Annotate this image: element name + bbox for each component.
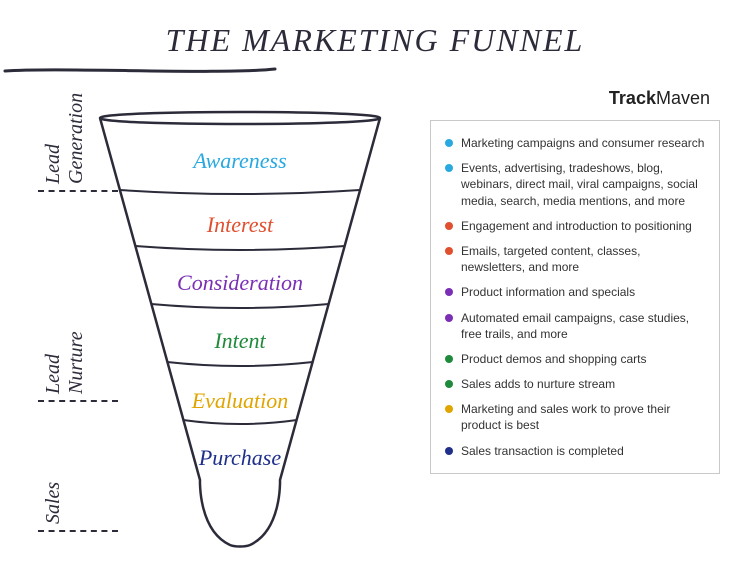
legend-box: Marketing campaigns and consumer researc… (430, 120, 720, 474)
category-label: LeadNurture (42, 331, 88, 394)
legend-bullet-icon (445, 139, 453, 147)
legend-text: Engagement and introduction to positioni… (461, 218, 692, 234)
legend-item: Marketing campaigns and consumer researc… (445, 135, 705, 151)
brand-logo: TrackMaven (609, 88, 710, 109)
legend-item: Marketing and sales work to prove their … (445, 401, 705, 433)
legend-bullet-icon (445, 164, 453, 172)
legend-text: Emails, targeted content, classes, newsl… (461, 243, 705, 275)
legend-text: Marketing and sales work to prove their … (461, 401, 705, 433)
legend-item: Emails, targeted content, classes, newsl… (445, 243, 705, 275)
legend-bullet-icon (445, 222, 453, 230)
legend-item: Sales adds to nurture stream (445, 376, 705, 392)
legend-text: Product information and specials (461, 284, 635, 300)
legend-text: Product demos and shopping carts (461, 351, 646, 367)
legend-item: Product information and specials (445, 284, 705, 300)
category-label: LeadGeneration (42, 93, 88, 184)
legend-item: Automated email campaigns, case studies,… (445, 310, 705, 342)
legend-item: Product demos and shopping carts (445, 351, 705, 367)
funnel: AwarenessInterestConsiderationIntentEval… (90, 110, 390, 550)
legend-bullet-icon (445, 380, 453, 388)
legend-text: Sales adds to nurture stream (461, 376, 615, 392)
funnel-outline (90, 110, 390, 550)
legend-bullet-icon (445, 405, 453, 413)
brand-part1: Track (609, 88, 656, 108)
legend-bullet-icon (445, 288, 453, 296)
legend-bullet-icon (445, 247, 453, 255)
legend-text: Marketing campaigns and consumer researc… (461, 135, 704, 151)
legend-text: Events, advertising, tradeshows, blog, w… (461, 160, 705, 209)
legend-bullet-icon (445, 447, 453, 455)
legend-item: Engagement and introduction to positioni… (445, 218, 705, 234)
legend-text: Automated email campaigns, case studies,… (461, 310, 705, 342)
legend-text: Sales transaction is completed (461, 443, 624, 459)
legend-bullet-icon (445, 314, 453, 322)
brand-part2: Maven (656, 88, 710, 108)
title-underline (0, 65, 280, 77)
legend-bullet-icon (445, 355, 453, 363)
page-title: THE MARKETING FUNNEL (0, 0, 750, 59)
legend-item: Sales transaction is completed (445, 443, 705, 459)
category-label: Sales (42, 482, 65, 524)
diagram-area: LeadGenerationLeadNurtureSales Awareness… (0, 110, 750, 587)
legend-item: Events, advertising, tradeshows, blog, w… (445, 160, 705, 209)
